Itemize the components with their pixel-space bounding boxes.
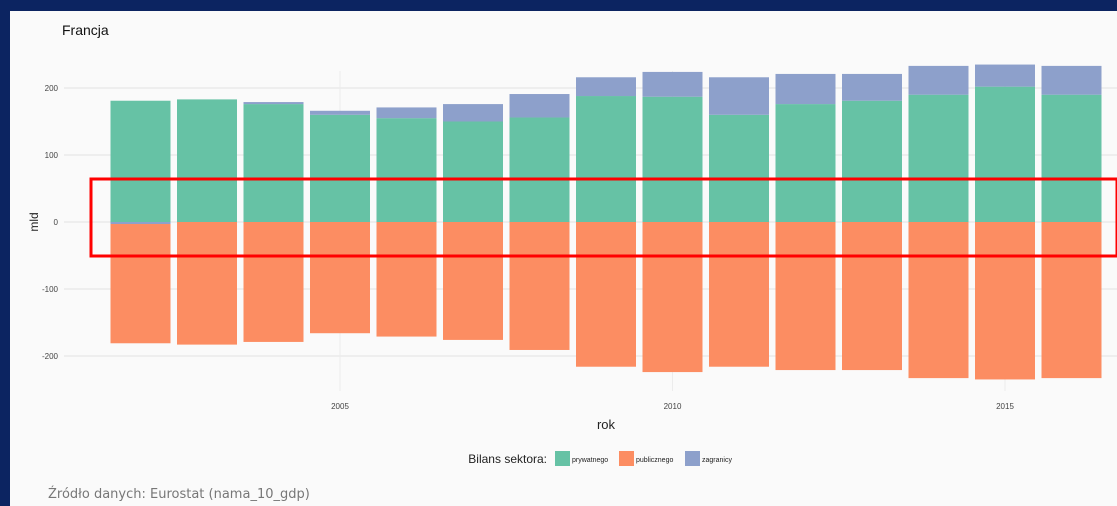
bar-prywatnego-2009 (576, 96, 636, 222)
bar-zagranicy-2015 (975, 64, 1035, 87)
bar-zagranicy-2004 (243, 102, 304, 105)
bar-prywatnego-2004 (243, 104, 304, 222)
bar-zagranicy-2007 (443, 104, 503, 122)
x-axis-label: rok (597, 417, 616, 432)
bar-publicznego-2003 (177, 222, 237, 345)
y-tick-label: 200 (45, 84, 59, 93)
bar-prywatnego-2002 (110, 100, 171, 222)
bar-prywatnego-2003 (177, 99, 237, 222)
bar-publicznego-2004 (243, 222, 304, 342)
bar-prywatnego-2013 (842, 100, 902, 222)
legend-swatch-zagranicy (685, 451, 700, 466)
bar-publicznego-2006 (376, 222, 437, 337)
bar-prywatnego-2015 (975, 86, 1035, 222)
chart: Francja 200 100 0 -100 -200 2005 2010 2015 rok… (27, 22, 1117, 466)
chart-title: Francja (62, 22, 109, 38)
bar-prywatnego-2010 (642, 96, 703, 222)
x-tick-label: 2005 (331, 402, 349, 411)
bar-prywatnego-2006 (376, 118, 437, 222)
x-tick-label: 2015 (996, 402, 1014, 411)
bar-prywatnego-2007 (443, 121, 503, 222)
bar-prywatnego-2016 (1041, 94, 1102, 222)
bar-publicznego-2012 (775, 222, 836, 371)
bar-publicznego-2002 (110, 224, 171, 344)
bar-publicznego-2016 (1041, 222, 1102, 379)
bar-publicznego-2015 (975, 222, 1035, 380)
bar-zagranicy-2006 (376, 107, 437, 119)
bar-zagranicy-2012 (775, 73, 836, 105)
bar-publicznego-2011 (709, 222, 769, 367)
bar-zagranicy-2013 (842, 73, 902, 101)
bar-publicznego-2009 (576, 222, 636, 367)
legend-swatch-publicznego (619, 451, 634, 466)
legend-swatch-prywatnego (555, 451, 570, 466)
bar-prywatnego-2014 (908, 94, 969, 222)
legend-label-prywatnego: prywatnego (572, 457, 608, 464)
bar-zagranicy-2016 (1041, 65, 1102, 95)
y-tick-label: -200 (42, 352, 59, 361)
bar-publicznego-2008 (509, 222, 570, 350)
bar-prywatnego-2012 (775, 104, 836, 222)
highlight-box (89, 177, 1117, 258)
bar-publicznego-2007 (443, 222, 503, 340)
bar-zagranicy-2011 (709, 77, 769, 115)
bars (110, 64, 1102, 380)
bar-publicznego-2010 (642, 222, 703, 373)
source-note: Źródło danych: Eurostat (nama_10_gdp) (48, 487, 310, 502)
y-tick-label: 100 (45, 151, 59, 160)
y-axis-label: mld (27, 212, 41, 231)
y-axis-ticks: 200 100 0 -100 -200 (42, 84, 59, 361)
bar-prywatnego-2005 (310, 114, 370, 222)
chart-panel: Francja 200 100 0 -100 -200 2005 2010 2015 rok… (10, 11, 1117, 506)
legend: Bilans sektora: prywatnego publicznego zagr… (468, 451, 732, 466)
bar-zagranicy-2002 (110, 222, 171, 225)
bar-publicznego-2013 (842, 222, 902, 371)
bar-prywatnego-2011 (709, 114, 769, 222)
bar-zagranicy-2014 (908, 65, 969, 95)
bar-publicznego-2005 (310, 222, 370, 334)
x-axis-ticks: 2005 2010 2015 (331, 402, 1014, 411)
legend-label-publicznego: publicznego (636, 457, 673, 464)
bar-prywatnego-2008 (509, 117, 570, 222)
bar-publicznego-2014 (908, 222, 969, 379)
x-tick-label: 2010 (664, 402, 682, 411)
y-tick-label: -100 (42, 285, 59, 294)
legend-title: Bilans sektora: (468, 452, 547, 466)
bar-zagranicy-2010 (642, 71, 703, 97)
bar-zagranicy-2009 (576, 77, 636, 97)
bar-zagranicy-2005 (310, 110, 370, 115)
legend-label-zagranicy: zagranicy (702, 457, 732, 464)
bar-zagranicy-2008 (509, 94, 570, 118)
y-tick-label: 0 (54, 218, 59, 227)
